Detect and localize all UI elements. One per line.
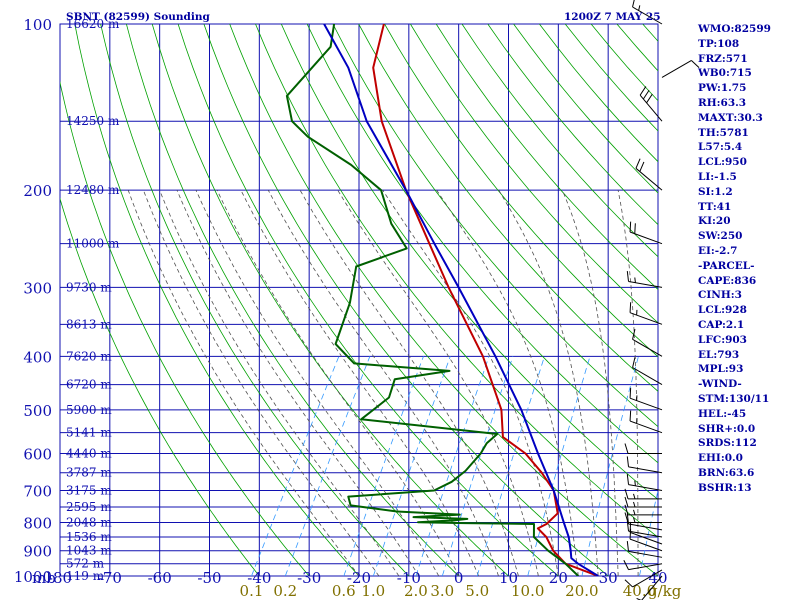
- sounding-index-item: -WIND-: [698, 377, 798, 392]
- sounding-index-item: CAP:2.1: [698, 318, 798, 333]
- sounding-index-item: SHR+:0.0: [698, 422, 798, 437]
- sounding-index-item: CAPE:836: [698, 274, 798, 289]
- temperature-tick-label: -50: [197, 569, 221, 587]
- pressure-label: 700: [23, 482, 52, 500]
- mixing-ratio-label: 3.0: [430, 582, 454, 600]
- sounding-index-item: PW:1.75: [698, 81, 798, 96]
- mixing-ratio-label: 10.0: [511, 582, 544, 600]
- height-label: 11000 m: [66, 237, 120, 251]
- sounding-index-item: SI:1.2: [698, 185, 798, 200]
- mixing-ratio-label: 2.0: [404, 582, 428, 600]
- wind-barb-half-feather: [635, 481, 636, 486]
- sounding-index-item: TT:41: [698, 200, 798, 215]
- sounding-index-item: LFC:903: [698, 333, 798, 348]
- sounding-index-item: -PARCEL-: [698, 259, 798, 274]
- sounding-index-item: LI:-1.5: [698, 170, 798, 185]
- pressure-label: 200: [23, 182, 52, 200]
- pressure-label: 500: [23, 402, 52, 420]
- mixing-ratio-label: 0.6: [332, 582, 356, 600]
- sounding-index-item: CINH:3: [698, 288, 798, 303]
- height-label: 1536 m: [66, 530, 112, 544]
- height-label: 3175 m: [66, 483, 112, 497]
- temperature-tick-label: 0: [454, 569, 464, 587]
- temperature-tick-label: -60: [148, 569, 172, 587]
- temperature-tick-label: -80: [48, 569, 72, 587]
- pressure-label: 400: [23, 348, 52, 366]
- sounding-index-item: STM:130/11: [698, 392, 798, 407]
- pressure-label: 300: [23, 279, 52, 297]
- sounding-index-item: BSHR:13: [698, 481, 798, 496]
- height-label: 8613 m: [66, 317, 112, 331]
- sounding-index-item: WMO:82599: [698, 22, 798, 37]
- height-label: 12480 m: [66, 183, 120, 197]
- sounding-index-item: HEL:-45: [698, 407, 798, 422]
- wind-barb-feather: [630, 388, 631, 398]
- sounding-index-item: TH:5781: [698, 126, 798, 141]
- pressure-label: 100: [23, 16, 52, 34]
- sounding-index-item: EL:793: [698, 348, 798, 363]
- temperature-tick-label: -30: [297, 569, 321, 587]
- height-label: 9730 m: [66, 280, 112, 294]
- sounding-index-item: SRDS:112: [698, 436, 798, 451]
- mixing-ratio-label: 0.2: [273, 582, 297, 600]
- height-label: 5141 m: [66, 426, 112, 440]
- sounding-index-item: LCL:950: [698, 155, 798, 170]
- sounding-index-item: EHI:0.0: [698, 451, 798, 466]
- mixing-ratio-label: 5.0: [465, 582, 489, 600]
- sounding-index-item: EI:-2.7: [698, 244, 798, 259]
- sounding-index-item: MPL:93: [698, 362, 798, 377]
- wind-barb-feather: [635, 223, 636, 233]
- sounding-index-item: KI:20: [698, 214, 798, 229]
- sounding-index-item: TP:108: [698, 37, 798, 52]
- height-label: 14250 m: [66, 114, 120, 128]
- mixing-ratio-label: 1.0: [361, 582, 385, 600]
- pressure-label: 800: [23, 515, 52, 533]
- sounding-index-item: LCL:928: [698, 303, 798, 318]
- height-label: 1043 m: [66, 544, 112, 558]
- mixing-ratio-label: 20.0: [565, 582, 598, 600]
- height-label: 2048 m: [66, 516, 112, 530]
- mixing-ratio-unit: g/kg: [648, 582, 682, 600]
- wind-barb-feather: [630, 222, 631, 232]
- wind-barb-feather: [630, 411, 631, 421]
- sounding-index-item: WB0:715: [698, 66, 798, 81]
- valid-time: 1200Z 7 MAY 25: [564, 11, 661, 23]
- sounding-index-item: BRN:63.6: [698, 466, 798, 481]
- height-label: 6720 m: [66, 378, 112, 392]
- wind-barb-feather: [630, 522, 631, 532]
- temperature-tick-label: 30: [599, 569, 618, 587]
- sounding-index-item: SW:250: [698, 229, 798, 244]
- height-label: 3787 m: [66, 466, 112, 480]
- pressure-label: 600: [23, 446, 52, 464]
- wind-barb-half-feather: [635, 277, 636, 282]
- sounding-index-item: RH:63.3: [698, 96, 798, 111]
- sounding-index-item: FRZ:571: [698, 52, 798, 67]
- sounding-index-item: MAXT:30.3: [698, 111, 798, 126]
- temperature-tick-label: -70: [98, 569, 122, 587]
- height-label: 2595 m: [66, 500, 112, 514]
- height-label: 4440 m: [66, 447, 112, 461]
- height-label: 7620 m: [66, 349, 112, 363]
- mixing-ratio-label: 0.1: [240, 582, 264, 600]
- pressure-label: 900: [23, 543, 52, 561]
- height-label: 5900 m: [66, 403, 112, 417]
- sounding-index-item: L57:5.4: [698, 140, 798, 155]
- chart-title: SBNT (82599) Sounding: [66, 11, 210, 23]
- wind-barb-feather: [630, 302, 631, 312]
